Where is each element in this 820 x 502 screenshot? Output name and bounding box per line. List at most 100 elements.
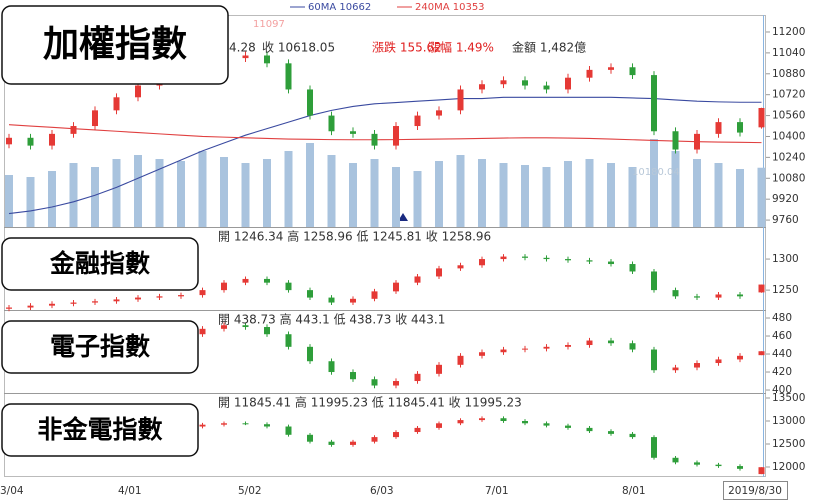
info-text: 開 11845.41 高 11995.23 低 11845.41 收 11995… [218, 395, 522, 410]
candle-body [672, 131, 679, 150]
volume-bar [693, 159, 701, 227]
marker-triangle [398, 213, 408, 221]
candle-body [758, 351, 765, 356]
candle-body [522, 420, 528, 424]
title-box [1, 5, 229, 85]
candle-body [629, 433, 636, 438]
volume-bar [607, 163, 615, 227]
y-tick-label: 10720 [772, 89, 805, 101]
candle-body [242, 325, 249, 328]
candle-body [264, 327, 270, 335]
candle-body [350, 441, 356, 445]
y-tick-label: 10880 [772, 68, 805, 80]
y-tick-label: 11040 [772, 47, 805, 59]
candle-body [500, 80, 507, 85]
candle-body [371, 437, 378, 442]
candle-body [737, 355, 743, 360]
y-tick-label: 1250 [772, 284, 799, 296]
candle-body [49, 303, 55, 306]
volume-bar [757, 167, 766, 227]
candle-body [307, 346, 313, 362]
candle-body [629, 343, 636, 350]
candle-body [479, 418, 485, 421]
volume-bar [48, 171, 56, 227]
candle-body [414, 276, 421, 283]
candle-body [307, 434, 313, 442]
info-text: 開 438.73 高 443.1 低 438.73 收 443.1 [218, 312, 445, 327]
volume-bar [198, 151, 207, 227]
volume-bar [69, 163, 78, 227]
candle-body [92, 301, 98, 303]
volume-bar [478, 159, 486, 227]
candle-body [694, 363, 700, 368]
candle-body [565, 345, 571, 347]
candle-body [135, 297, 141, 300]
candle-body [608, 261, 614, 265]
candle-body [737, 294, 743, 297]
volume-bar [736, 169, 744, 227]
volume-bar [112, 159, 121, 227]
candle-body [113, 299, 120, 302]
candle-body [715, 294, 722, 298]
candle-body [371, 291, 378, 299]
y-tick-label: 12500 [772, 438, 805, 450]
candle-body [264, 424, 270, 427]
volume-bar [435, 161, 443, 227]
candle-body [500, 349, 507, 353]
x-axis-label: 5/02 [238, 485, 262, 497]
volume-bar [542, 167, 551, 227]
moving-average-line [8, 124, 762, 144]
volume-bar [456, 155, 465, 227]
candle-body [285, 426, 292, 435]
candle-body [543, 346, 550, 349]
candle-body [758, 107, 765, 128]
candle-body [543, 85, 550, 90]
candle-body [328, 441, 335, 445]
candle-body [586, 340, 593, 346]
panel-title: 電子指數 [50, 332, 150, 361]
candle-body [350, 298, 356, 303]
volume-bar [499, 163, 508, 227]
y-tick-label: 9920 [772, 193, 799, 205]
candle-body [436, 268, 442, 277]
candle-body [221, 325, 227, 329]
candle-body [156, 296, 163, 298]
candle-body [629, 264, 636, 272]
candle-body [436, 364, 442, 374]
y-tick-label: 460 [772, 330, 792, 342]
volume-bar [392, 167, 400, 227]
candle-body [479, 352, 485, 356]
candle-body [608, 340, 614, 344]
candle-body [694, 462, 700, 465]
y-tick-label: 13500 [772, 392, 805, 404]
candle-body [242, 55, 249, 59]
candle-body [221, 423, 227, 425]
title-box [1, 237, 199, 291]
y-tick-label: 9760 [772, 214, 799, 226]
y-tick-label: 420 [772, 366, 792, 378]
candle-body [586, 427, 593, 432]
annotation: 10180.04 [632, 167, 680, 178]
y-tick-label: 400 [772, 384, 792, 396]
volume-bar [263, 159, 271, 227]
candle-body [672, 457, 679, 463]
candle-body [264, 278, 270, 283]
y-tick-label: 480 [772, 312, 792, 324]
volume-bar [370, 159, 379, 227]
panel-title: 金融指數 [49, 249, 150, 278]
y-tick-label: 10080 [772, 172, 805, 184]
candle-body [350, 372, 356, 380]
volume-bar [650, 139, 658, 227]
candle-body [629, 67, 636, 76]
candle-body [27, 305, 34, 308]
volume-bar [134, 155, 142, 227]
candle-body [135, 85, 141, 98]
date-box [723, 481, 788, 500]
candle-body [651, 75, 657, 132]
candle-body [113, 97, 120, 111]
candle-body [178, 295, 184, 297]
panel-title: 加權指數 [43, 24, 187, 65]
volume-bar [671, 151, 680, 227]
candle-body [350, 131, 356, 134]
